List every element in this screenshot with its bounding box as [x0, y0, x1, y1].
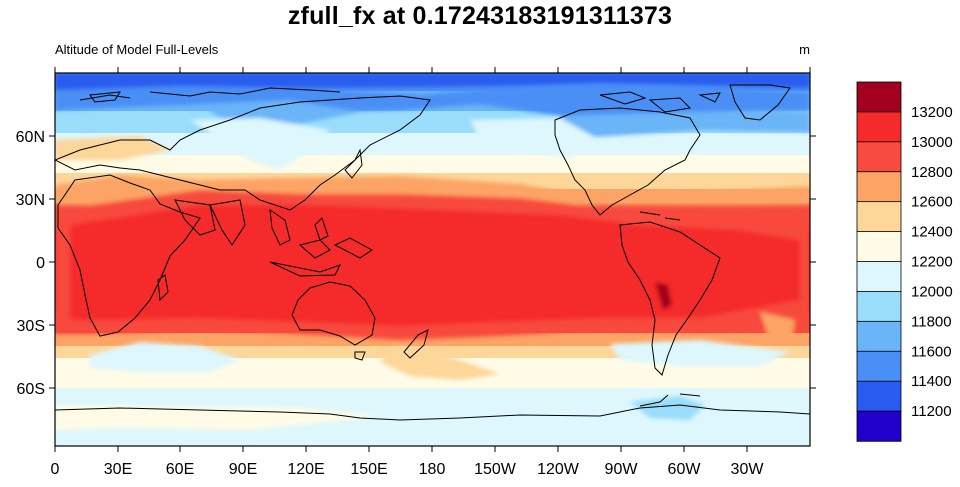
lon-label: 90W	[605, 461, 639, 478]
plot-title: zfull_fx at 0.17243183191311373	[287, 2, 673, 30]
lon-axis: 0 30E 60E 90E 120E 150E 180 150W 120W 90…	[51, 67, 811, 478]
colorbar-swatch	[856, 201, 902, 233]
colorbar-swatch	[856, 261, 902, 293]
colorbar-label: 11400	[911, 373, 952, 390]
colorbar-swatch	[856, 350, 902, 382]
lon-label: 0	[51, 461, 60, 478]
lat-label: 60N	[16, 129, 45, 146]
colorbar-label: 11800	[911, 313, 952, 330]
colorbar-label: 13200	[911, 104, 953, 121]
filled-contours	[55, 73, 810, 446]
lon-label: 30E	[104, 461, 132, 478]
lon-label: 180	[419, 461, 446, 478]
colorbar-swatch	[856, 380, 902, 412]
lat-label: 30N	[16, 192, 45, 209]
colorbar-label: 12000	[911, 283, 953, 300]
lon-label: 90E	[229, 461, 257, 478]
lon-label: 30W	[731, 461, 765, 478]
lat-axis: 60N 30N 0 30S 60S	[16, 129, 816, 398]
lat-label: 30S	[17, 318, 45, 335]
coastlines	[55, 84, 810, 421]
lon-label: 120E	[287, 461, 324, 478]
lon-label: 60E	[166, 461, 194, 478]
colorbar-swatch	[856, 320, 902, 352]
colorbar-label: 12400	[911, 224, 953, 241]
colorbar-label: 12800	[911, 164, 953, 181]
lat-label: 60S	[17, 381, 45, 398]
lat-label: 0	[36, 255, 45, 272]
colorbar-label: 12200	[911, 254, 953, 271]
lon-label: 120W	[537, 461, 580, 478]
lon-label: 150W	[474, 461, 517, 478]
colorbar-label: 11600	[911, 343, 952, 360]
colorbar-swatch	[856, 141, 902, 173]
lon-label: 150E	[350, 461, 387, 478]
variable-long-name: Altitude of Model Full-Levels	[55, 42, 219, 57]
colorbar-swatch	[856, 231, 902, 263]
colorbar-label: 11200	[911, 403, 952, 420]
units-label: m	[799, 42, 810, 57]
colorbar-swatch	[856, 81, 902, 113]
colorbar-swatch	[856, 111, 902, 143]
colorbar-swatch	[856, 171, 902, 203]
colorbar-label: 12600	[911, 194, 953, 211]
colorbar-swatch	[856, 410, 902, 442]
colorbar: 13200 13000 12800 12600 12400 12200 12000 11800…	[856, 81, 953, 442]
colorbar-swatch	[856, 291, 902, 323]
colorbar-label: 13000	[911, 134, 953, 151]
lon-label: 60W	[668, 461, 702, 478]
